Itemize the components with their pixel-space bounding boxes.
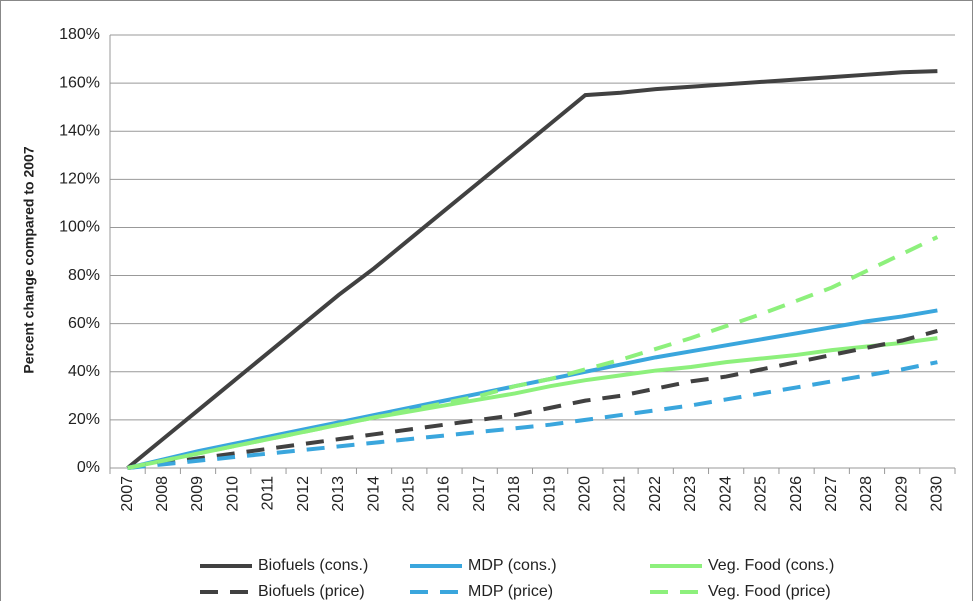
y-tick-label: 60% (68, 315, 100, 332)
x-tick-label: 2017 (471, 476, 488, 512)
y-axis-label: Percent change compared to 2007 (21, 146, 37, 373)
x-tick-label: 2029 (893, 476, 910, 512)
x-tick-label: 2028 (858, 476, 875, 512)
x-tick-label: 2023 (682, 476, 699, 512)
legend-label: MDP (cons.) (468, 557, 557, 574)
x-tick-label: 2018 (506, 476, 523, 512)
y-tick-label: 180% (59, 26, 100, 43)
y-tick-label: 100% (59, 219, 100, 236)
y-tick-label: 120% (59, 171, 100, 188)
series-line (126, 69, 938, 470)
legend-label: Biofuels (cons.) (258, 557, 368, 574)
x-tick-label: 2011 (260, 476, 277, 511)
y-tick-label: 80% (68, 267, 100, 284)
y-tick-label: 140% (59, 122, 100, 139)
x-tick-label: 2014 (365, 476, 382, 512)
x-tick-label: 2019 (541, 476, 558, 512)
legend-label: MDP (price) (468, 583, 553, 600)
x-tick-label: 2013 (330, 476, 347, 512)
series-line (127, 328, 938, 470)
y-tick-label: 0% (77, 459, 100, 476)
x-tick-label: 2007 (119, 476, 136, 512)
x-tick-label: 2026 (788, 476, 805, 512)
x-tick-label: 2027 (823, 476, 840, 512)
series-line (127, 360, 938, 470)
x-tick-label: 2010 (224, 476, 241, 512)
x-tick-label: 2022 (647, 476, 664, 512)
legend-label: Veg. Food (cons.) (708, 557, 834, 574)
x-tick-label: 2025 (753, 476, 770, 512)
y-tick-label: 40% (68, 363, 100, 380)
x-tick-label: 2016 (436, 476, 453, 512)
x-tick-label: 2024 (717, 476, 734, 512)
series-line (127, 308, 938, 470)
series-line (127, 235, 939, 470)
y-tick-label: 20% (68, 411, 100, 428)
x-tick-label: 2012 (295, 476, 312, 512)
x-tick-label: 2009 (189, 476, 206, 512)
y-tick-label: 160% (59, 74, 100, 91)
x-tick-label: 2015 (400, 476, 417, 512)
x-tick-label: 2030 (929, 476, 946, 512)
x-tick-label: 2021 (612, 476, 629, 512)
legend-label: Biofuels (price) (258, 583, 365, 600)
x-tick-label: 2020 (577, 476, 594, 512)
x-tick-label: 2008 (154, 476, 171, 512)
legend-label: Veg. Food (price) (708, 583, 831, 600)
